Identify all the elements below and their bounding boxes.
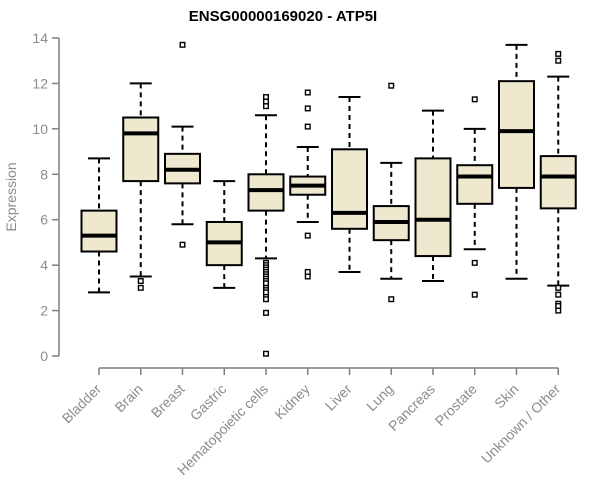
box-kidney — [289, 89, 327, 280]
iqr-box — [80, 209, 118, 253]
box-unknown-other — [539, 50, 577, 314]
iqr-box — [331, 148, 368, 230]
x-tick-label: Skin — [491, 381, 522, 412]
outlier-point — [263, 350, 270, 357]
outlier-point — [555, 57, 562, 64]
box-bladder — [80, 157, 118, 294]
iqr-box — [247, 173, 285, 212]
outlier-point — [555, 50, 562, 57]
box-breast — [164, 41, 201, 248]
box-skin — [498, 43, 535, 280]
outlier-point — [304, 273, 311, 280]
iqr-box — [122, 116, 160, 183]
iqr-box — [414, 157, 452, 258]
y-tick-label: 6 — [40, 212, 48, 228]
box-gastric — [205, 180, 243, 289]
y-tick-label: 2 — [40, 303, 48, 319]
outlier-point — [179, 241, 186, 248]
y-tick-label: 4 — [40, 257, 48, 273]
iqr-box — [498, 80, 535, 189]
box-brain — [122, 82, 160, 291]
outlier-point — [263, 103, 270, 110]
y-axis-label: Expression — [3, 162, 19, 231]
outlier-point — [555, 284, 562, 291]
outlier-point — [388, 296, 395, 303]
box-lung — [372, 82, 410, 303]
outlier-point — [304, 232, 311, 239]
chart-title: ENSG00000169020 - ATP5I — [189, 8, 377, 25]
outlier-point — [304, 89, 311, 96]
outlier-point — [137, 284, 144, 291]
outlier-point — [555, 307, 562, 314]
box-series — [80, 41, 577, 357]
box-hematopoietic-cells — [247, 94, 285, 357]
outlier-point — [137, 278, 144, 285]
x-tick-label: Unknown / Other — [478, 381, 564, 467]
box-liver — [331, 96, 368, 273]
outlier-point — [304, 105, 311, 112]
outlier-point — [263, 296, 270, 303]
x-tick-label: Breast — [148, 381, 188, 421]
outlier-point — [471, 259, 478, 266]
x-tick-label: Prostate — [432, 381, 480, 429]
iqr-box — [456, 164, 494, 205]
x-tick-label: Bladder — [59, 381, 105, 427]
y-tick-label: 10 — [32, 121, 48, 137]
outlier-point — [304, 123, 311, 130]
y-tick-label: 0 — [40, 348, 48, 364]
outlier-point — [179, 41, 186, 48]
outlier-point — [555, 291, 562, 298]
y-tick-label: 8 — [40, 166, 48, 182]
outlier-point — [388, 82, 395, 89]
x-tick-label: Lung — [363, 381, 396, 414]
outlier-point — [471, 291, 478, 298]
x-tick-label: Liver — [322, 381, 355, 414]
box-prostate — [456, 96, 494, 298]
box-pancreas — [414, 109, 452, 283]
y-tick-label: 14 — [32, 30, 48, 46]
x-tick-label: Brain — [111, 381, 145, 415]
outlier-point — [471, 96, 478, 103]
outlier-point — [263, 309, 270, 316]
x-tick-label: Kidney — [271, 381, 313, 423]
y-tick-label: 12 — [32, 75, 48, 91]
iqr-box — [539, 155, 577, 210]
